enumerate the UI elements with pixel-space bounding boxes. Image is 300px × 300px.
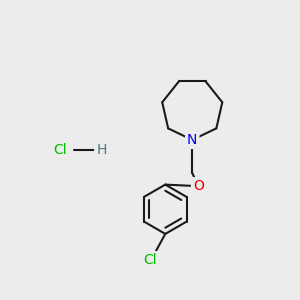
Text: N: N xyxy=(187,133,197,147)
Text: H: H xyxy=(96,143,106,157)
Text: Cl: Cl xyxy=(143,253,157,267)
Text: Cl: Cl xyxy=(53,143,67,157)
Text: O: O xyxy=(193,179,204,193)
